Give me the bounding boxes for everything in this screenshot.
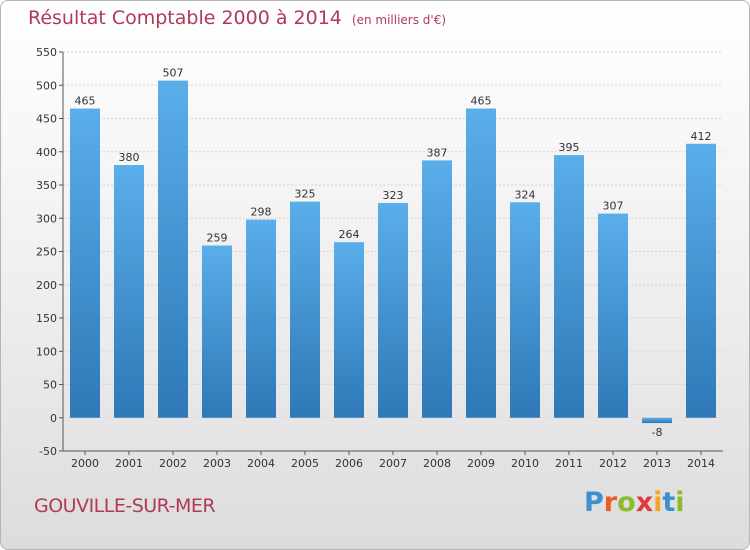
- value-label: 507: [163, 67, 184, 80]
- bar: [554, 155, 584, 418]
- bar: [422, 160, 452, 418]
- value-label: 325: [295, 188, 316, 201]
- bar: [158, 80, 188, 418]
- value-label: 465: [471, 95, 492, 108]
- x-tick-label: 2007: [379, 457, 407, 470]
- y-tick-label: 400: [36, 146, 57, 159]
- commune-name: GOUVILLE-SUR-MER: [34, 495, 216, 517]
- value-label: 298: [251, 206, 272, 219]
- logo-letter: t: [662, 487, 676, 518]
- y-tick-label: 0: [50, 412, 57, 425]
- value-label: 465: [75, 95, 96, 108]
- logo-letter: x: [635, 487, 654, 518]
- y-tick-label: 500: [36, 79, 57, 92]
- bar: [598, 213, 628, 418]
- x-tick-label: 2013: [643, 457, 671, 470]
- value-label: -8: [652, 426, 663, 439]
- logo-letter: o: [617, 487, 636, 518]
- bars: [70, 80, 716, 424]
- logo-letter: r: [603, 487, 618, 518]
- value-label: 324: [515, 188, 536, 201]
- value-label: 387: [427, 146, 448, 159]
- value-label: 323: [383, 189, 404, 202]
- value-label: 259: [207, 232, 228, 245]
- value-label: 380: [119, 151, 140, 164]
- logo-letter: i: [653, 487, 663, 518]
- y-tick-label: 250: [36, 246, 57, 259]
- x-tick-label: 2011: [555, 457, 583, 470]
- y-tick-label: 150: [36, 312, 57, 325]
- bar: [466, 108, 496, 418]
- y-tick-label: 200: [36, 279, 57, 292]
- bar: [686, 143, 716, 418]
- value-label: 395: [559, 141, 580, 154]
- logo-letter: i: [675, 487, 685, 518]
- x-tick-label: 2001: [115, 457, 143, 470]
- x-tick-label: 2000: [71, 457, 99, 470]
- value-label: 412: [691, 130, 712, 143]
- x-tick-label: 2004: [247, 457, 275, 470]
- logo-letter: P: [584, 487, 604, 518]
- chart-title-main: Résultat Comptable 2000 à 2014: [28, 7, 342, 29]
- x-tick-label: 2008: [423, 457, 451, 470]
- y-tick-label: -50: [39, 445, 57, 458]
- bar: [378, 202, 408, 418]
- chart-subtitle: (en milliers d'€): [351, 13, 447, 27]
- bar: [70, 108, 100, 418]
- x-tick-label: 2012: [599, 457, 627, 470]
- bar: [114, 165, 144, 418]
- y-tick-label: 350: [36, 179, 57, 192]
- proxiti-logo: Proxiti: [584, 487, 685, 518]
- bar: [334, 242, 364, 418]
- y-tick-label: 100: [36, 345, 57, 358]
- x-tick-label: 2014: [687, 457, 715, 470]
- x-tick-label: 2006: [335, 457, 363, 470]
- value-label: 264: [339, 228, 360, 241]
- value-labels: 465 380 507 259 298 325 264 323 387 465 324 395 307 -…: [75, 67, 712, 439]
- x-tick-label: 2010: [511, 457, 539, 470]
- x-tick-labels: 2000 2001 2002 2003 2004 2005 2006 2007 2008 2009…: [71, 451, 715, 470]
- x-tick-label: 2009: [467, 457, 495, 470]
- y-tick-label: 300: [36, 212, 57, 225]
- bar: [290, 201, 320, 418]
- y-tick-label: 50: [43, 379, 57, 392]
- value-label: 307: [603, 200, 624, 213]
- bar: [246, 219, 276, 418]
- chart-title: Résultat Comptable 2000 à 2014 (en millie…: [28, 7, 446, 29]
- bar: [642, 417, 672, 424]
- bar: [202, 245, 232, 418]
- x-tick-label: 2002: [159, 457, 187, 470]
- y-tick-label: 450: [36, 113, 57, 126]
- x-tick-label: 2003: [203, 457, 231, 470]
- y-tick-labels: -50 0 50 100 150 200 250 300 350 400 450 500 550: [36, 46, 57, 458]
- x-tick-label: 2005: [291, 457, 319, 470]
- bar: [510, 202, 540, 418]
- y-tick-label: 550: [36, 46, 57, 59]
